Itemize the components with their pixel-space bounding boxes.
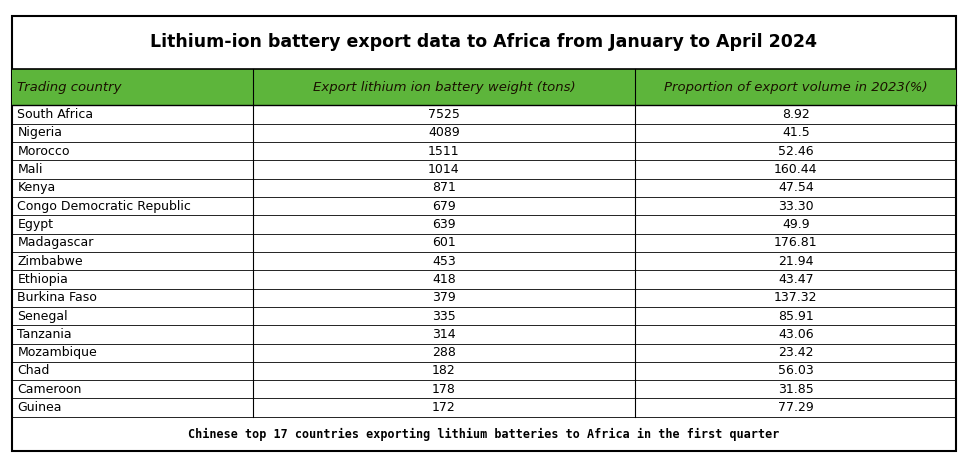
Text: 453: 453 [432, 255, 456, 267]
Text: 182: 182 [432, 365, 456, 377]
Text: Morocco: Morocco [17, 145, 70, 158]
Text: 160.44: 160.44 [774, 163, 818, 176]
Text: 178: 178 [432, 383, 456, 396]
Text: Mozambique: Mozambique [17, 346, 97, 359]
Text: Madagascar: Madagascar [17, 236, 94, 249]
Text: Tanzania: Tanzania [17, 328, 72, 341]
Text: Senegal: Senegal [17, 310, 68, 322]
Text: 56.03: 56.03 [778, 365, 814, 377]
Text: 31.85: 31.85 [778, 383, 814, 396]
Text: 379: 379 [432, 291, 456, 304]
Text: 1014: 1014 [428, 163, 460, 176]
Text: Zimbabwe: Zimbabwe [17, 255, 83, 267]
Text: Kenya: Kenya [17, 181, 56, 194]
Text: 7525: 7525 [428, 108, 460, 121]
Text: Export lithium ion battery weight (tons): Export lithium ion battery weight (tons) [313, 81, 575, 93]
Text: 639: 639 [432, 218, 456, 231]
Text: Proportion of export volume in 2023(%): Proportion of export volume in 2023(%) [664, 81, 927, 93]
Text: 85.91: 85.91 [778, 310, 814, 322]
Text: Egypt: Egypt [17, 218, 53, 231]
Text: 335: 335 [432, 310, 456, 322]
Text: 49.9: 49.9 [782, 218, 809, 231]
Text: 418: 418 [432, 273, 456, 286]
Text: 314: 314 [432, 328, 456, 341]
Text: Ethiopia: Ethiopia [17, 273, 69, 286]
Text: Nigeria: Nigeria [17, 126, 62, 139]
Bar [12, 69, 956, 105]
Text: 8.92: 8.92 [782, 108, 809, 121]
Text: 176.81: 176.81 [774, 236, 818, 249]
Text: 137.32: 137.32 [774, 291, 818, 304]
Text: 77.29: 77.29 [778, 401, 814, 414]
Text: 1511: 1511 [428, 145, 460, 158]
Text: Chinese top 17 countries exporting lithium batteries to Africa in the first quar: Chinese top 17 countries exporting lithi… [189, 427, 779, 441]
Text: 47.54: 47.54 [778, 181, 814, 194]
Text: 4089: 4089 [428, 126, 460, 139]
Text: 288: 288 [432, 346, 456, 359]
Text: 52.46: 52.46 [778, 145, 813, 158]
Text: 43.47: 43.47 [778, 273, 813, 286]
Text: South Africa: South Africa [17, 108, 94, 121]
Text: Cameroon: Cameroon [17, 383, 82, 396]
Text: Lithium-ion battery export data to Africa from January to April 2024: Lithium-ion battery export data to Afric… [150, 33, 818, 51]
Text: 601: 601 [432, 236, 456, 249]
Text: Chad: Chad [17, 365, 49, 377]
Text: 33.30: 33.30 [778, 200, 813, 213]
Text: 43.06: 43.06 [778, 328, 813, 341]
Text: 871: 871 [432, 181, 456, 194]
Text: Trading country: Trading country [17, 81, 122, 93]
Text: Congo Democratic Republic: Congo Democratic Republic [17, 200, 192, 213]
Text: 679: 679 [432, 200, 456, 213]
Text: Guinea: Guinea [17, 401, 62, 414]
Text: Mali: Mali [17, 163, 43, 176]
Text: Burkina Faso: Burkina Faso [17, 291, 98, 304]
Text: 172: 172 [432, 401, 456, 414]
Text: 21.94: 21.94 [778, 255, 813, 267]
Text: 41.5: 41.5 [782, 126, 809, 139]
Text: 23.42: 23.42 [778, 346, 813, 359]
